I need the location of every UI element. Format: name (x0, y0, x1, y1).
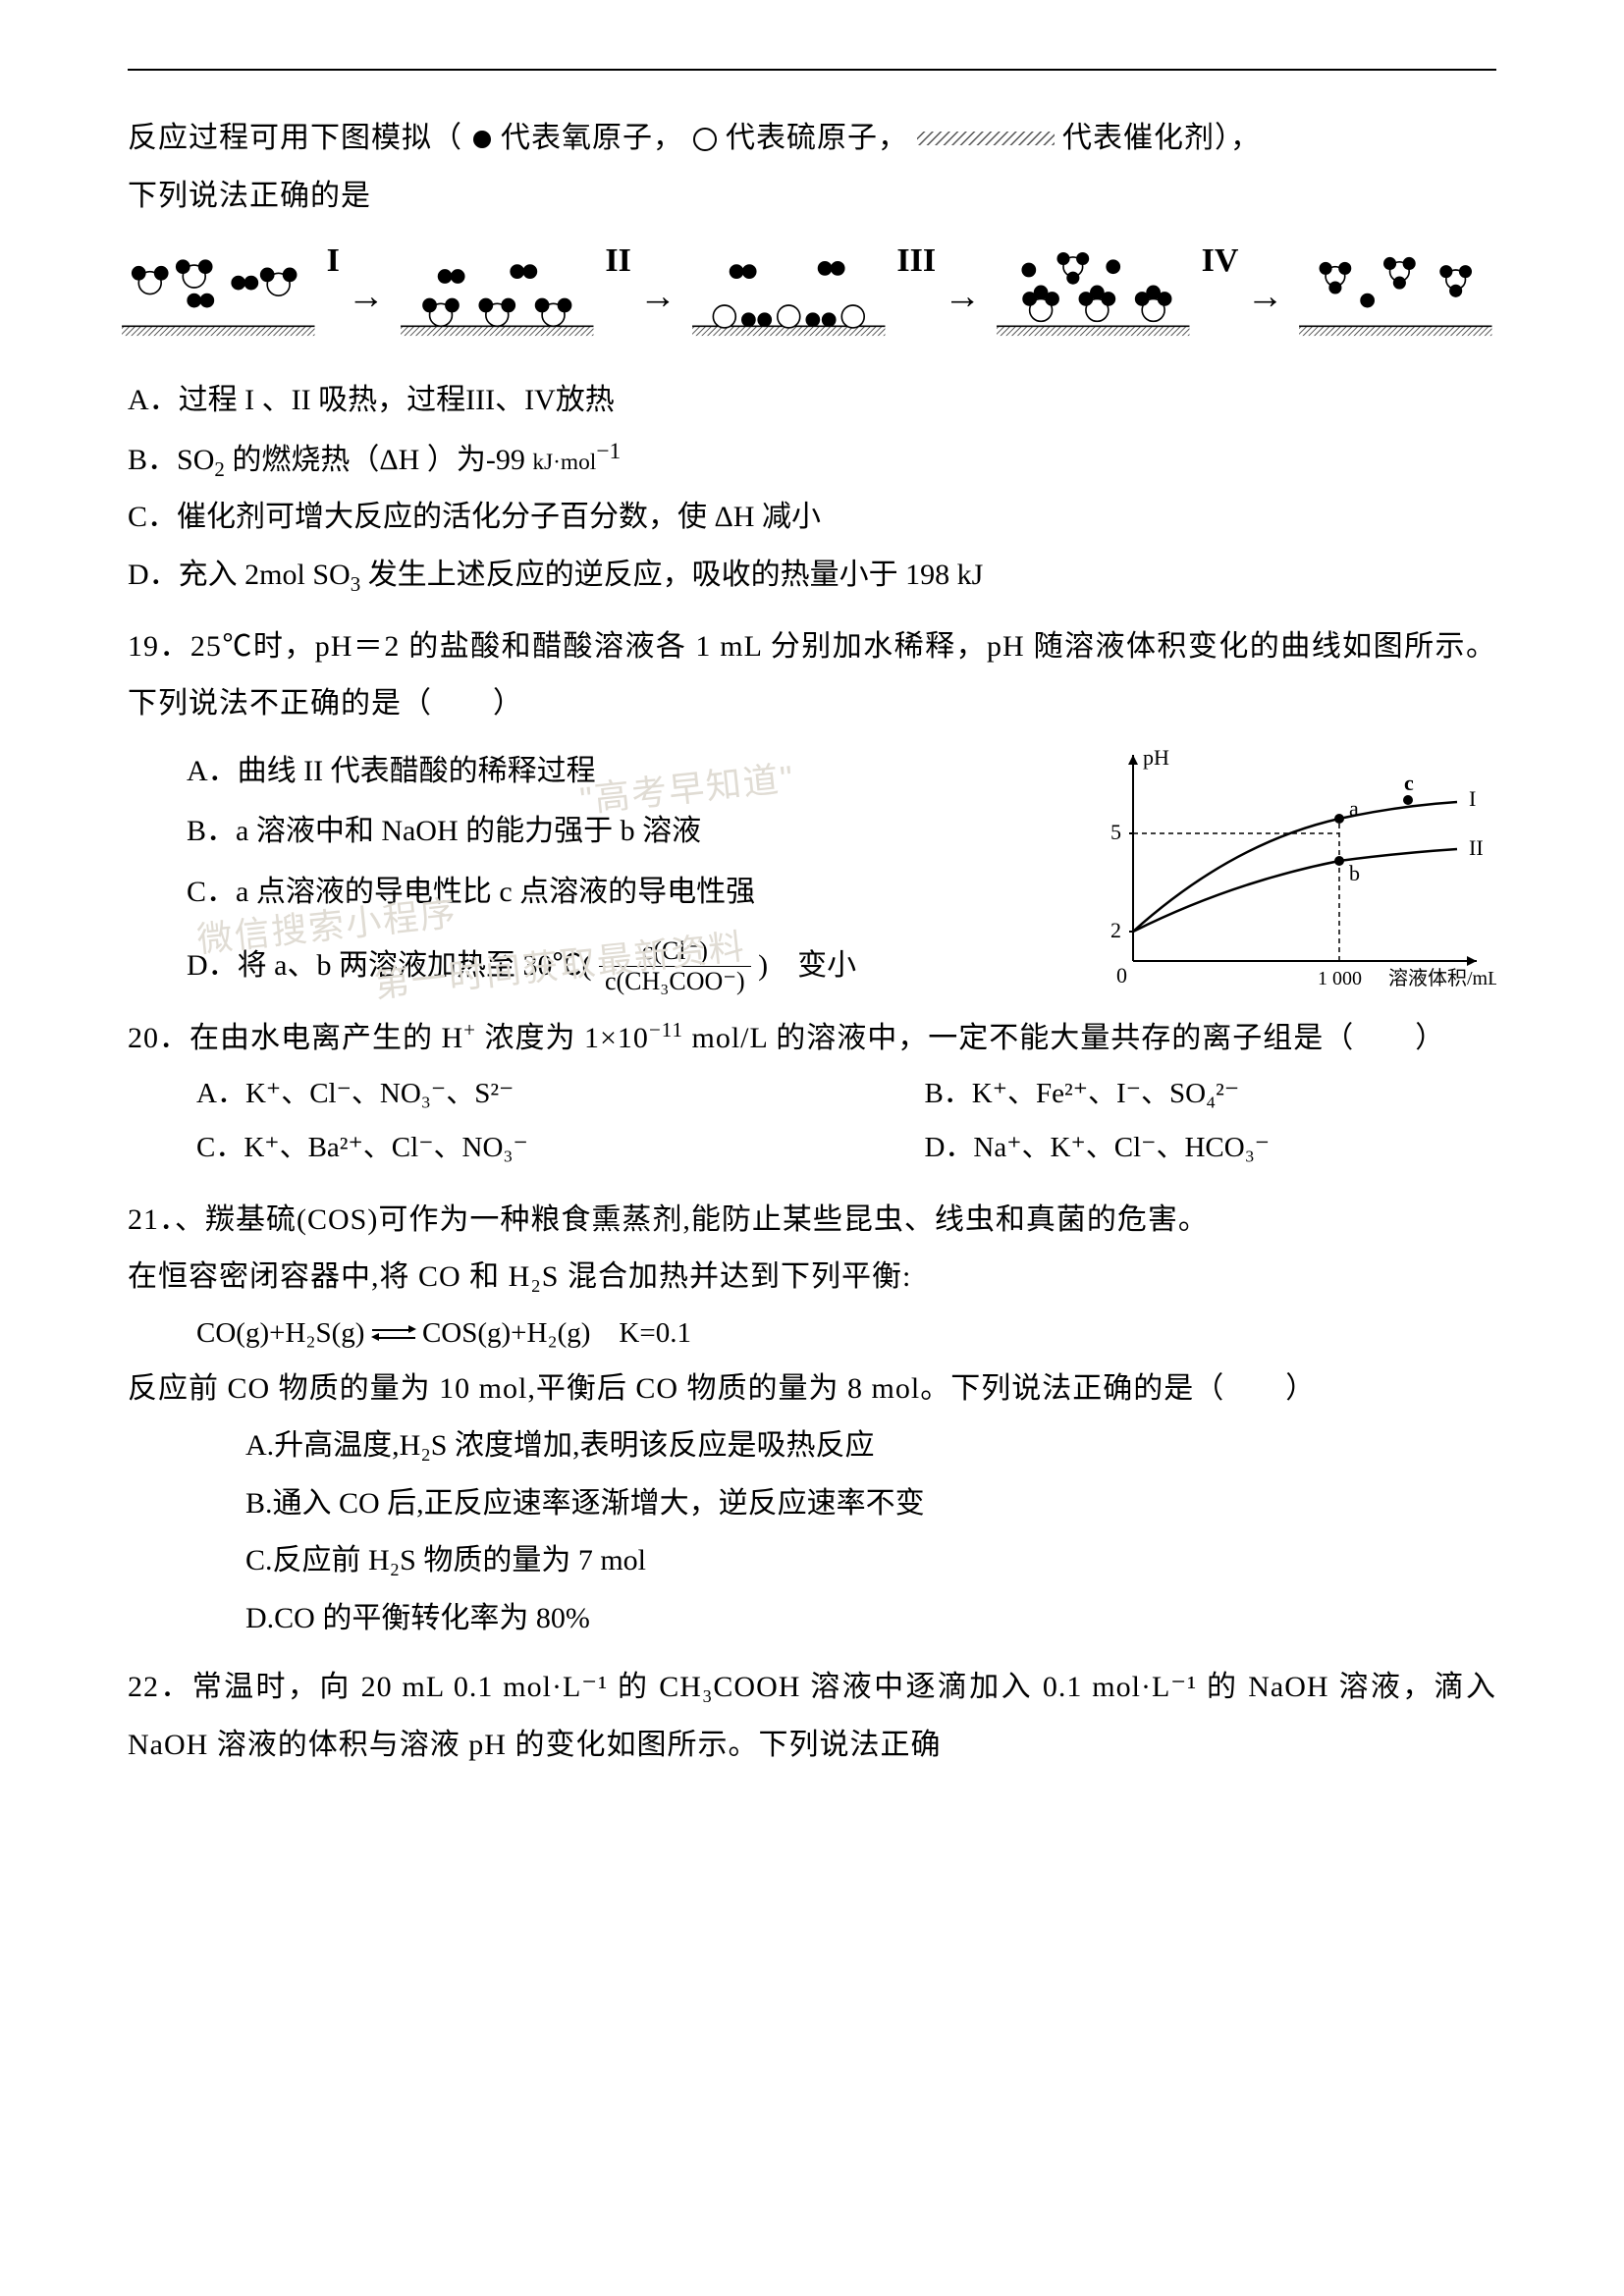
intro-text-oxy: 代表氧原子， (501, 122, 683, 154)
top-rule (128, 69, 1496, 71)
q18-option-b: B．SO2 的燃烧热（ΔH ）为-99 kJ·mol−1 (128, 430, 1496, 490)
roman-4: IV (1202, 242, 1239, 280)
q18c-dh: ΔH (715, 501, 755, 533)
q19-option-c: C．a 点溶液的导电性比 c 点溶液的导电性强 (187, 862, 1055, 923)
q21-option-a: A.升高温度,H₂S 浓度增加,表明该反应是吸热反应 (245, 1417, 1496, 1475)
q21-option-b: B.通入 CO 后,正反应速率逐渐增大，逆反应速率不变 (245, 1475, 1496, 1533)
q19d-suffix: ) 变小 (758, 949, 856, 982)
q20-option-d: D．Na⁺、K⁺、Cl⁻、HCO₃⁻ (924, 1121, 1496, 1175)
equilibrium-icon (372, 1325, 415, 1345)
q22-line-1: 22．常温时，向 20 mL 0.1 mol·L⁻¹ 的 CH₃COOH 溶液中… (128, 1659, 1496, 1774)
q20-stem-a: 20．在由水电离产生的 H (128, 1022, 463, 1054)
point-c-label: c (1404, 771, 1414, 795)
q20-stem-b: 浓度为 1×10 (476, 1022, 649, 1054)
q20-stem-c: mol/L 的溶液中，一定不能大量共存的离子组是（ ） (683, 1022, 1445, 1054)
q19-chart: 2 5 0 a b c I II pH (1084, 745, 1496, 1000)
reaction-frame-3 (688, 242, 890, 350)
catalyst-icon (917, 130, 1055, 149)
roman-2: II (605, 242, 630, 280)
x-tick-1000: 1 000 (1318, 968, 1362, 989)
q20-row-1: A．K⁺、Cl⁻、NO₃⁻、S²⁻ B．K⁺、Fe²⁺、I⁻、SO₄²⁻ (196, 1067, 1496, 1121)
q19d-fraction: c(Cl⁻) c(CH₃COO⁻) (599, 938, 751, 994)
arrow-icon-2: → (639, 275, 677, 318)
reaction-frame-5 (1295, 242, 1496, 350)
sulfur-atom-icon (692, 127, 718, 152)
q18d-after: 发生上述反应的逆反应，吸收的热量小于 198 kJ (360, 559, 983, 591)
arrow-icon-4: → (1246, 275, 1283, 318)
q18b-unitsup: −1 (596, 439, 621, 464)
q19-options: A．曲线 II 代表醋酸的稀释过程 B．a 溶液中和 NaOH 的能力强于 b … (128, 741, 1055, 996)
q18b-unit: kJ·mol (532, 450, 596, 475)
curve-1-label: I (1469, 786, 1476, 811)
q18d-prefix: D．充入 2mol SO (128, 559, 351, 591)
intro-text-1: 反应过程可用下图模拟（ (128, 122, 462, 154)
q19-option-a: A．曲线 II 代表醋酸的稀释过程 (187, 741, 1055, 802)
q21-eq-left: CO(g)+H₂S(g) (196, 1317, 364, 1349)
q19-block: A．曲线 II 代表醋酸的稀释过程 B．a 溶液中和 NaOH 的能力强于 b … (128, 741, 1496, 1000)
q19-option-d: D．将 a、b 两溶液加热至 30℃( c(Cl⁻) c(CH₃COO⁻) ) … (187, 935, 1055, 996)
x-axis-label: 溶液体积/mL (1388, 967, 1496, 989)
q19-stem: 19．25℃时，pH＝2 的盐酸和醋酸溶液各 1 mL 分别加水稀释，pH 随溶… (128, 618, 1496, 733)
origin-label: 0 (1116, 963, 1127, 988)
q18c-after: 减小 (754, 501, 821, 533)
q21-eq-right: COS(g)+H₂(g) K=0.1 (422, 1317, 691, 1349)
q21-option-d: D.CO 的平衡转化率为 80% (245, 1590, 1496, 1648)
q20-option-b: B．K⁺、Fe²⁺、I⁻、SO₄²⁻ (924, 1067, 1496, 1121)
reaction-diagram: I → II → (118, 242, 1496, 350)
q19d-den: c(CH₃COO⁻) (599, 967, 751, 994)
q21-equation: CO(g)+H₂S(g) COS(g)+H₂(g) K=0.1 (196, 1307, 1496, 1361)
q20-stem-sup: + (463, 1018, 476, 1041)
q20-option-a: A．K⁺、Cl⁻、NO₃⁻、S²⁻ (196, 1067, 924, 1121)
q19-chart-svg: 2 5 0 a b c I II pH (1084, 745, 1496, 1000)
q20-stem: 20．在由水电离产生的 H+ 浓度为 1×10−11 mol/L 的溶液中，一定… (128, 1010, 1496, 1068)
q21-stem-3: 反应前 CO 物质的量为 10 mol,平衡后 CO 物质的量为 8 mol。下… (128, 1361, 1496, 1418)
arrow-icon-3: → (944, 275, 981, 318)
intro-line-2: 下列说法正确的是 (128, 168, 1496, 226)
q18b-prefix: B．SO (128, 444, 214, 476)
q18d-sub: 3 (351, 572, 361, 596)
q20-row-2: C．K⁺、Ba²⁺、Cl⁻、NO₃⁻ D．Na⁺、K⁺、Cl⁻、HCO₃⁻ (196, 1121, 1496, 1175)
arrow-icon-1: → (348, 275, 385, 318)
ytick-5: 5 (1110, 820, 1121, 844)
curve-2-label: II (1469, 835, 1484, 860)
point-a-label: a (1349, 796, 1359, 821)
reaction-frame-1 (118, 242, 319, 350)
roman-3: III (896, 242, 936, 280)
q18b-sub: 2 (214, 457, 225, 481)
y-axis-label: pH (1143, 745, 1169, 770)
oxygen-atom-icon (471, 129, 493, 150)
intro-text-sulfur: 代表硫原子， (726, 122, 908, 154)
q21-stem-2: 在恒容密闭容器中,将 CO 和 H₂S 混合加热并达到下列平衡: (128, 1249, 1496, 1307)
intro-text-cat: 代表催化剂）， (1062, 122, 1261, 154)
q18b-mid: 的燃烧热（ (225, 444, 380, 476)
q18b-dh: ΔH (379, 444, 419, 476)
q21-option-c: C.反应前 H₂S 物质的量为 7 mol (245, 1532, 1496, 1590)
q18b-after: ）为-99 (419, 444, 532, 476)
q18-option-d: D．充入 2mol SO3 发生上述反应的逆反应，吸收的热量小于 198 kJ (128, 547, 1496, 605)
q18c-prefix: C．催化剂可增大反应的活化分子百分数，使 (128, 501, 715, 533)
exam-page: 反应过程可用下图模拟（ 代表氧原子， 代表硫原子， 代表催化剂）， 下列说法正确… (0, 0, 1624, 2296)
q20-stem-exp: −11 (649, 1018, 683, 1041)
intro-line-1: 反应过程可用下图模拟（ 代表氧原子， 代表硫原子， 代表催化剂）， (128, 110, 1496, 168)
q20-option-c: C．K⁺、Ba²⁺、Cl⁻、NO₃⁻ (196, 1121, 924, 1175)
q19-option-b: B．a 溶液中和 NaOH 的能力强于 b 溶液 (187, 801, 1055, 862)
q19d-num: c(Cl⁻) (599, 938, 751, 967)
reaction-frame-2 (397, 242, 598, 350)
q18-option-a: A．过程 I 、II 吸热，过程III、IV放热 (128, 372, 1496, 430)
q21-stem-1: 21．、羰基硫(COS)可作为一种粮食熏蒸剂,能防止某些昆虫、线虫和真菌的危害。 (128, 1192, 1496, 1250)
ytick-2: 2 (1110, 918, 1121, 942)
point-b-label: b (1349, 861, 1360, 885)
reaction-frame-4 (993, 242, 1194, 350)
roman-1: I (327, 242, 340, 280)
q19d-prefix: D．将 a、b 两溶液加热至 30℃( (187, 949, 591, 982)
q18-option-c: C．催化剂可增大反应的活化分子百分数，使 ΔH 减小 (128, 489, 1496, 547)
